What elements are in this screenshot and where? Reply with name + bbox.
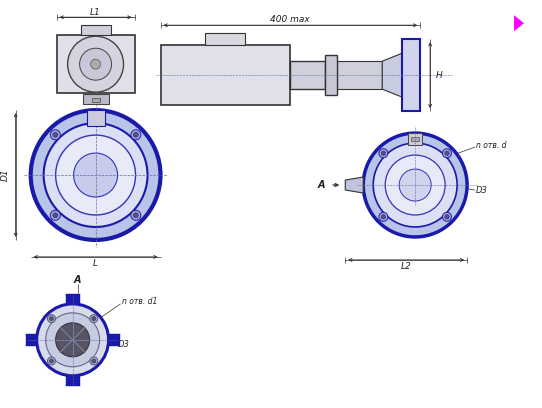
Circle shape	[31, 110, 160, 240]
Text: n отв. d: n отв. d	[476, 141, 507, 150]
Circle shape	[379, 212, 388, 221]
Circle shape	[37, 304, 108, 376]
Circle shape	[442, 149, 451, 158]
Circle shape	[381, 215, 385, 219]
Circle shape	[49, 359, 54, 363]
Bar	[87, 110, 105, 126]
Circle shape	[56, 135, 136, 215]
Bar	[291, 61, 325, 89]
Bar	[81, 25, 111, 35]
Bar	[66, 294, 80, 306]
Circle shape	[50, 210, 60, 220]
Bar	[205, 33, 246, 45]
Circle shape	[445, 215, 449, 219]
Circle shape	[50, 130, 60, 140]
Circle shape	[49, 317, 54, 321]
Circle shape	[56, 323, 89, 357]
Polygon shape	[382, 53, 402, 97]
Circle shape	[90, 315, 98, 323]
Bar	[337, 61, 382, 89]
Circle shape	[74, 153, 118, 197]
Bar	[325, 55, 337, 95]
Circle shape	[90, 357, 98, 365]
Bar	[411, 137, 419, 141]
Text: H: H	[436, 71, 443, 80]
Text: D1: D1	[1, 169, 10, 181]
Polygon shape	[345, 177, 363, 193]
Circle shape	[48, 315, 55, 323]
Circle shape	[385, 155, 445, 215]
Bar	[66, 374, 80, 386]
Text: D3: D3	[476, 186, 488, 195]
Circle shape	[91, 59, 101, 69]
Circle shape	[92, 359, 96, 363]
Circle shape	[48, 357, 55, 365]
Circle shape	[381, 151, 385, 155]
Polygon shape	[514, 15, 524, 31]
Bar	[160, 45, 291, 105]
Circle shape	[133, 213, 138, 218]
Text: L: L	[93, 259, 98, 268]
Circle shape	[53, 213, 58, 218]
Text: 400 max: 400 max	[270, 15, 310, 24]
Bar	[408, 133, 422, 145]
Text: L1: L1	[90, 8, 101, 17]
Circle shape	[445, 151, 449, 155]
Text: n отв. d1: n отв. d1	[121, 297, 157, 306]
Bar	[106, 334, 120, 346]
Bar	[25, 334, 40, 346]
Text: A: A	[74, 275, 81, 285]
Circle shape	[363, 133, 467, 237]
Circle shape	[131, 130, 141, 140]
Text: L2: L2	[401, 262, 411, 271]
Circle shape	[399, 169, 431, 201]
Circle shape	[442, 212, 451, 221]
Circle shape	[373, 143, 457, 227]
Circle shape	[80, 48, 112, 80]
Bar	[57, 35, 134, 93]
Circle shape	[92, 317, 96, 321]
Circle shape	[379, 149, 388, 158]
Circle shape	[131, 210, 141, 220]
Text: A: A	[318, 180, 325, 190]
Text: D3: D3	[118, 340, 130, 349]
Bar	[402, 39, 420, 111]
Circle shape	[133, 132, 138, 137]
Circle shape	[46, 313, 100, 367]
Circle shape	[44, 123, 147, 227]
Bar	[92, 98, 100, 102]
Circle shape	[68, 36, 124, 92]
Bar	[82, 94, 108, 104]
Circle shape	[53, 132, 58, 137]
